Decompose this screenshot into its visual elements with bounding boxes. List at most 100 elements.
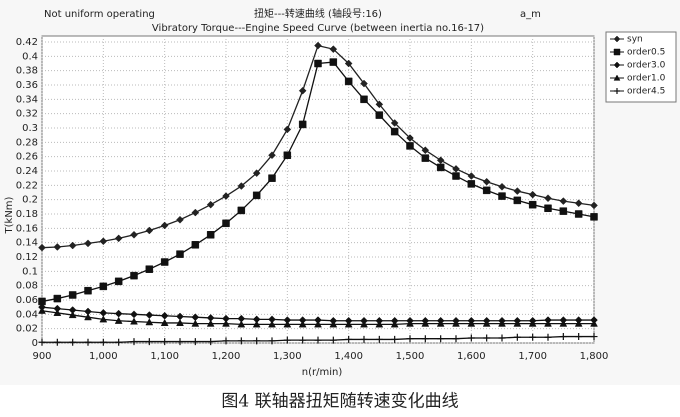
- marker: [53, 338, 61, 346]
- marker: [498, 319, 506, 327]
- marker: [360, 335, 368, 343]
- y-tick-label: 0.1: [22, 266, 38, 277]
- marker: [68, 311, 77, 319]
- marker: [406, 134, 414, 142]
- marker: [574, 199, 583, 208]
- x-tick-label: 1,000: [89, 351, 118, 362]
- marker: [452, 335, 460, 343]
- marker: [314, 320, 322, 328]
- marker: [53, 294, 62, 303]
- header-left: Not uniform operating: [44, 9, 155, 20]
- marker: [375, 320, 384, 328]
- marker: [390, 127, 399, 136]
- marker: [145, 338, 153, 346]
- marker: [421, 154, 430, 162]
- marker: [84, 313, 92, 321]
- legend-marker: [613, 48, 621, 56]
- x-tick-label: 1,100: [150, 351, 179, 362]
- marker: [298, 120, 307, 129]
- marker: [114, 277, 123, 286]
- marker: [298, 86, 307, 95]
- marker: [68, 241, 77, 250]
- marker: [38, 243, 46, 252]
- marker: [513, 196, 522, 205]
- marker: [176, 250, 184, 258]
- marker: [160, 221, 169, 230]
- marker: [406, 142, 414, 150]
- marker: [84, 239, 92, 248]
- x-tick-label: 1,800: [580, 351, 609, 362]
- marker: [329, 320, 338, 328]
- marker: [38, 306, 46, 314]
- marker: [176, 215, 184, 224]
- marker: [253, 337, 261, 345]
- marker: [114, 316, 123, 324]
- legend-label: order3.0: [627, 61, 666, 71]
- marker: [375, 111, 384, 119]
- marker: [68, 291, 77, 299]
- caption: 图4 联轴器扭矩随转速变化曲线: [221, 392, 458, 412]
- marker: [360, 320, 368, 328]
- marker: [498, 334, 506, 342]
- marker: [559, 207, 568, 215]
- marker: [544, 319, 552, 327]
- marker: [38, 297, 46, 306]
- y-tick-label: 0.36: [16, 80, 38, 91]
- y-tick-label: 0.24: [16, 166, 38, 177]
- marker: [161, 338, 169, 346]
- x-tick-label: 900: [32, 351, 51, 362]
- marker: [222, 319, 230, 327]
- y-tick-label: 0.38: [16, 66, 38, 77]
- y-tick-label: 0.4: [22, 51, 38, 62]
- y-tick-label: 0.26: [16, 152, 38, 163]
- y-tick-label: 0.08: [16, 281, 38, 292]
- marker: [283, 320, 292, 328]
- marker: [544, 333, 552, 341]
- marker: [590, 201, 598, 210]
- marker: [360, 95, 368, 104]
- marker: [344, 77, 353, 86]
- marker: [528, 200, 537, 209]
- marker: [298, 320, 307, 328]
- marker: [191, 208, 200, 217]
- marker: [283, 151, 292, 159]
- marker: [391, 335, 399, 343]
- marker: [130, 338, 138, 346]
- marker: [314, 41, 322, 50]
- marker: [206, 200, 215, 209]
- marker: [467, 180, 476, 188]
- marker: [437, 335, 445, 343]
- marker: [283, 125, 292, 134]
- marker: [237, 337, 245, 345]
- marker: [99, 338, 107, 346]
- x-tick-label: 1,300: [273, 351, 302, 362]
- marker: [436, 163, 445, 172]
- marker: [206, 231, 215, 239]
- marker: [574, 319, 583, 327]
- marker: [252, 191, 261, 200]
- marker: [467, 334, 475, 342]
- marker: [145, 265, 154, 273]
- y-tick-label: 0.32: [16, 109, 38, 120]
- marker: [390, 119, 399, 127]
- marker: [513, 187, 522, 195]
- marker: [268, 174, 276, 182]
- marker: [329, 45, 338, 54]
- marker: [268, 337, 276, 345]
- marker: [252, 320, 261, 328]
- marker: [559, 197, 568, 205]
- marker: [222, 337, 230, 345]
- marker: [482, 319, 491, 327]
- y-tick-label: 0.3: [22, 123, 38, 134]
- marker: [574, 210, 583, 218]
- marker: [314, 336, 322, 344]
- x-tick-label: 1,700: [518, 351, 547, 362]
- marker: [268, 320, 276, 328]
- header-center: 扭矩---转速曲线 (轴段号:16): [254, 7, 382, 20]
- chart-title: Vibratory Torque---Engine Speed Curve (b…: [152, 23, 484, 34]
- marker: [498, 182, 506, 191]
- marker: [375, 100, 384, 109]
- marker: [99, 237, 108, 246]
- y-tick-label: 0.22: [16, 180, 38, 191]
